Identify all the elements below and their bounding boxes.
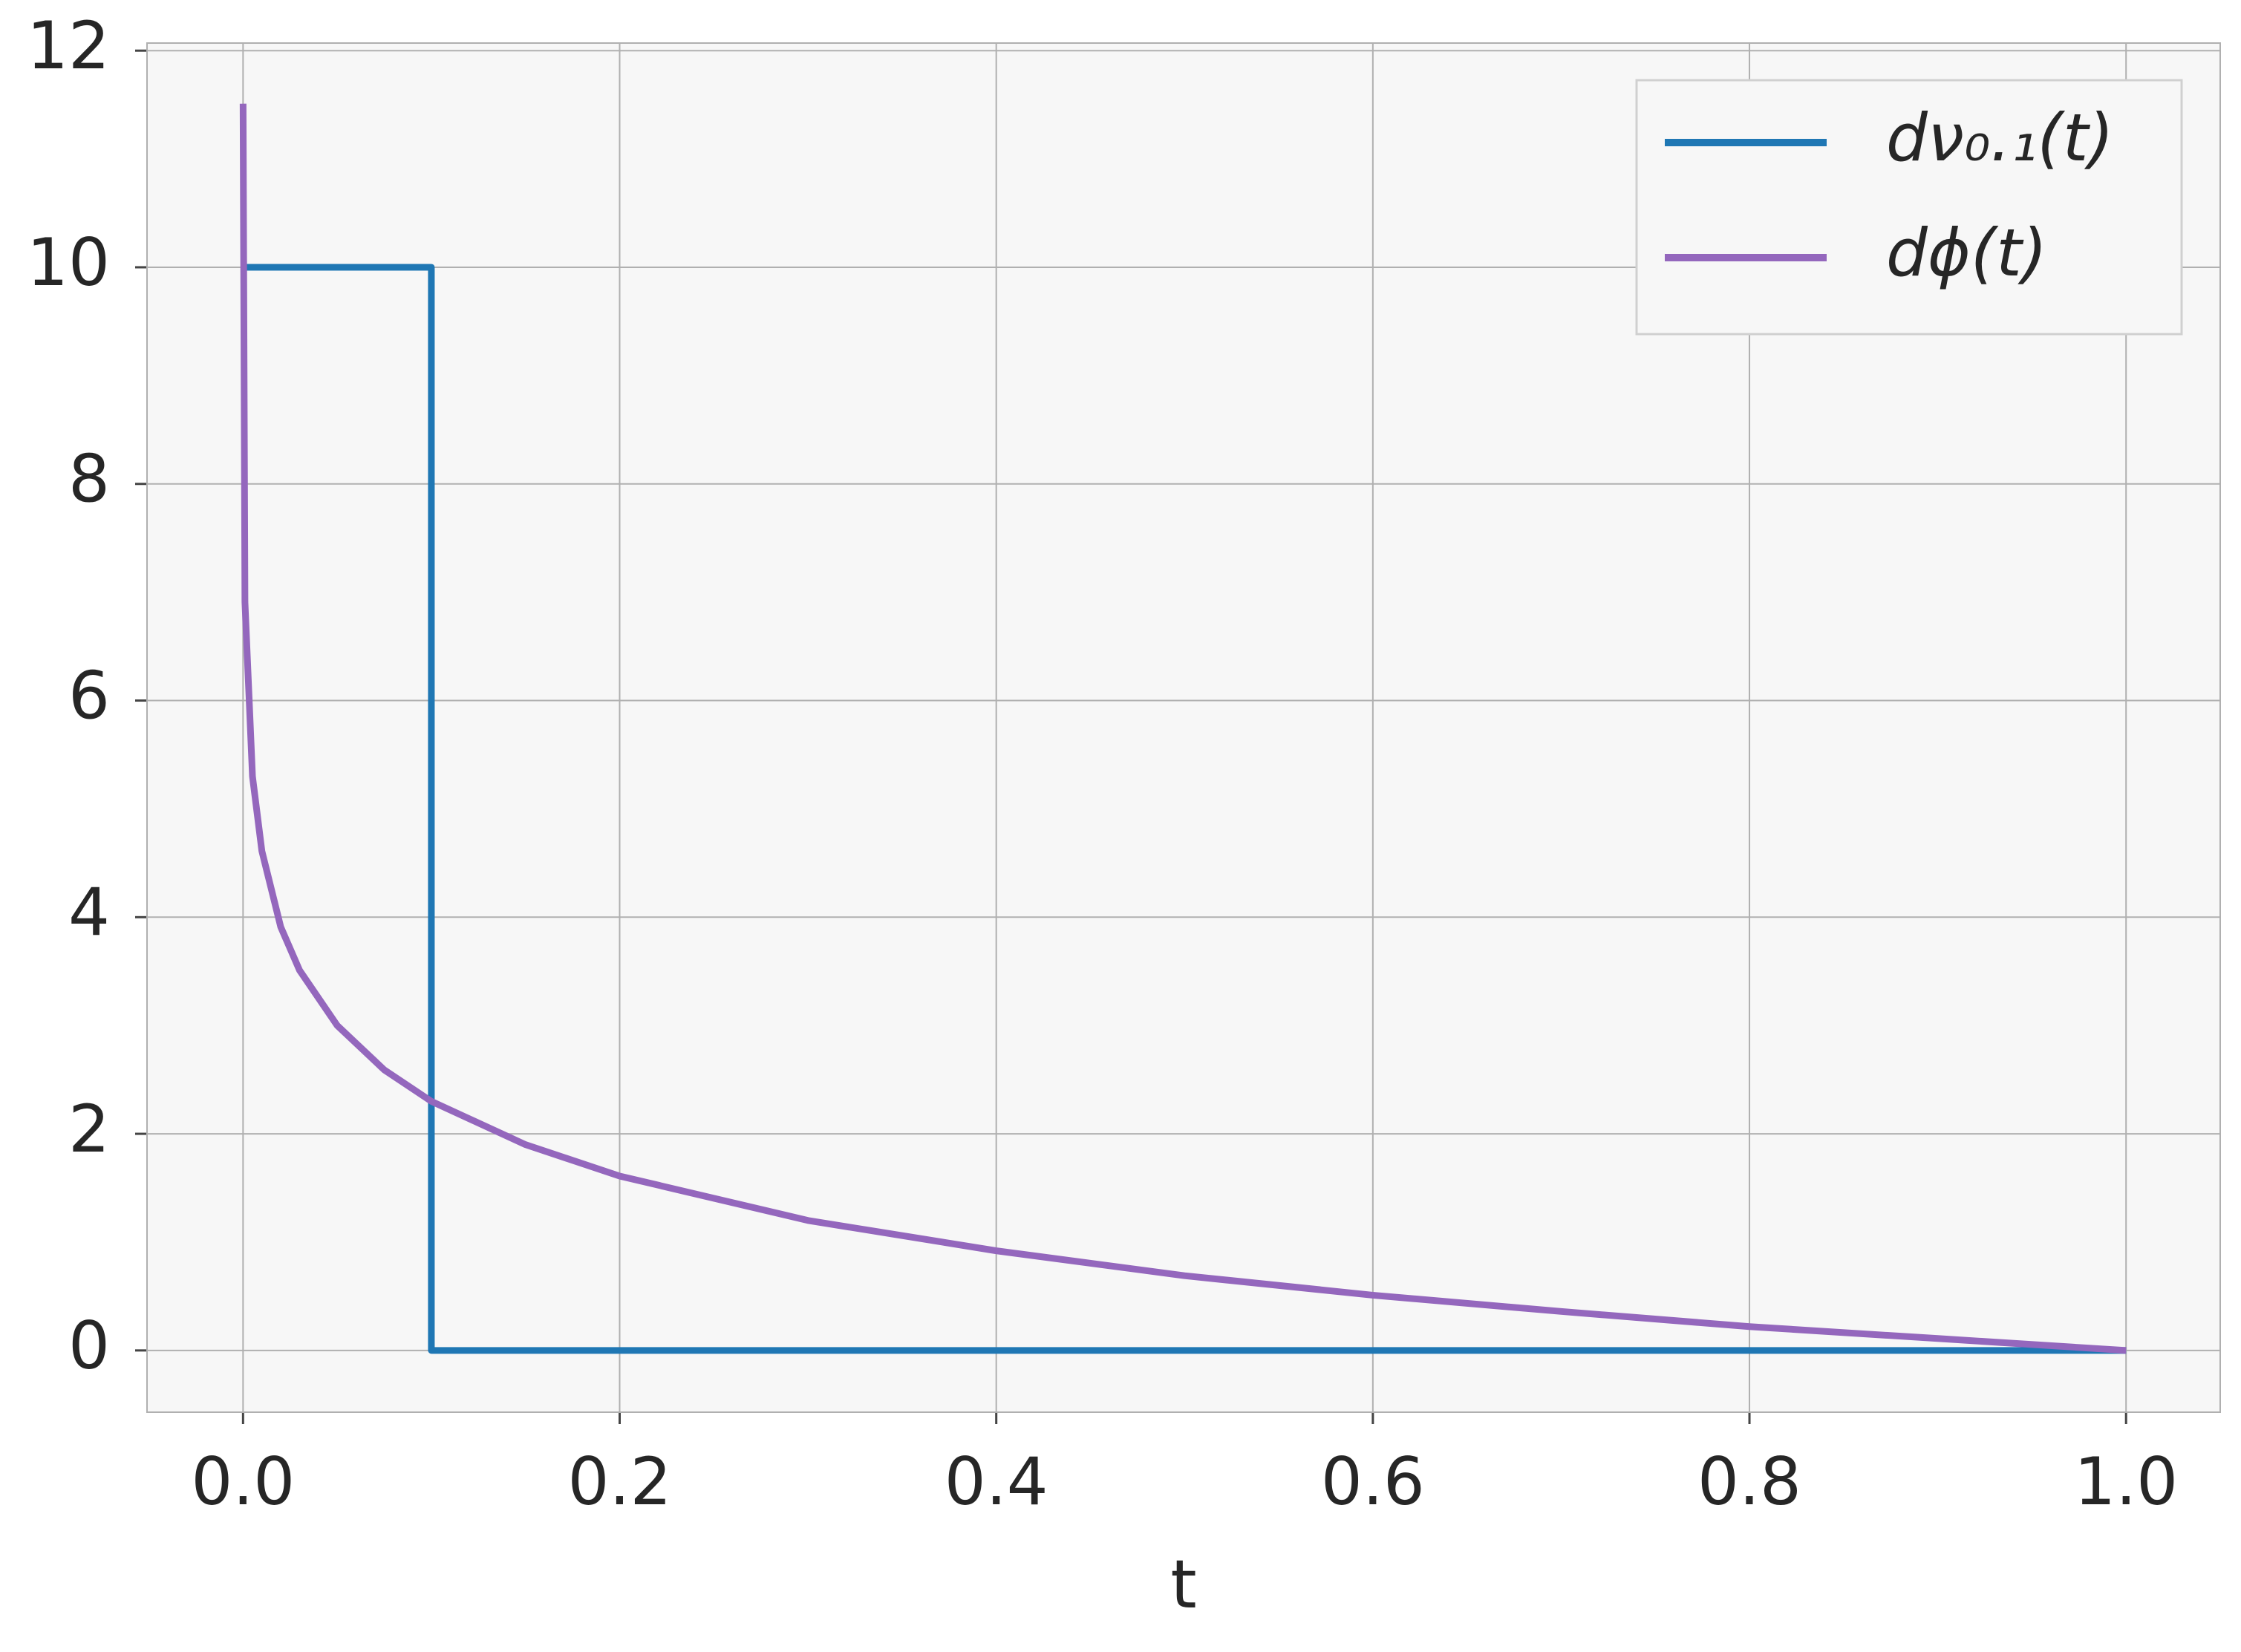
y-tick-label: 6 bbox=[68, 657, 110, 734]
legend-box bbox=[1635, 79, 2183, 336]
y-tick-label: 12 bbox=[27, 7, 110, 84]
series-line bbox=[243, 264, 2127, 1354]
x-tick-label: 0.2 bbox=[568, 1443, 672, 1520]
x-tick-label: 0.4 bbox=[945, 1443, 1048, 1520]
x-tick-label: 0.8 bbox=[1697, 1443, 1801, 1520]
y-tick-label: 0 bbox=[68, 1307, 110, 1384]
y-tick-label: 8 bbox=[68, 441, 110, 518]
series-line bbox=[239, 103, 2127, 1354]
legend-label: dϕ(t) bbox=[1886, 215, 2047, 291]
y-tick-label: 4 bbox=[68, 874, 110, 950]
x-tick-label: 1.0 bbox=[2074, 1443, 2178, 1520]
axes-frame bbox=[146, 42, 2221, 1413]
x-tick-label: 0.6 bbox=[1321, 1443, 1425, 1520]
x-axis-label: t bbox=[1170, 1546, 1196, 1624]
y-tick-label: 10 bbox=[27, 224, 110, 301]
x-tick-label: 0.0 bbox=[191, 1443, 295, 1520]
legend-label: dν₀.₁(t) bbox=[1886, 99, 2114, 176]
y-tick-label: 2 bbox=[68, 1091, 110, 1167]
